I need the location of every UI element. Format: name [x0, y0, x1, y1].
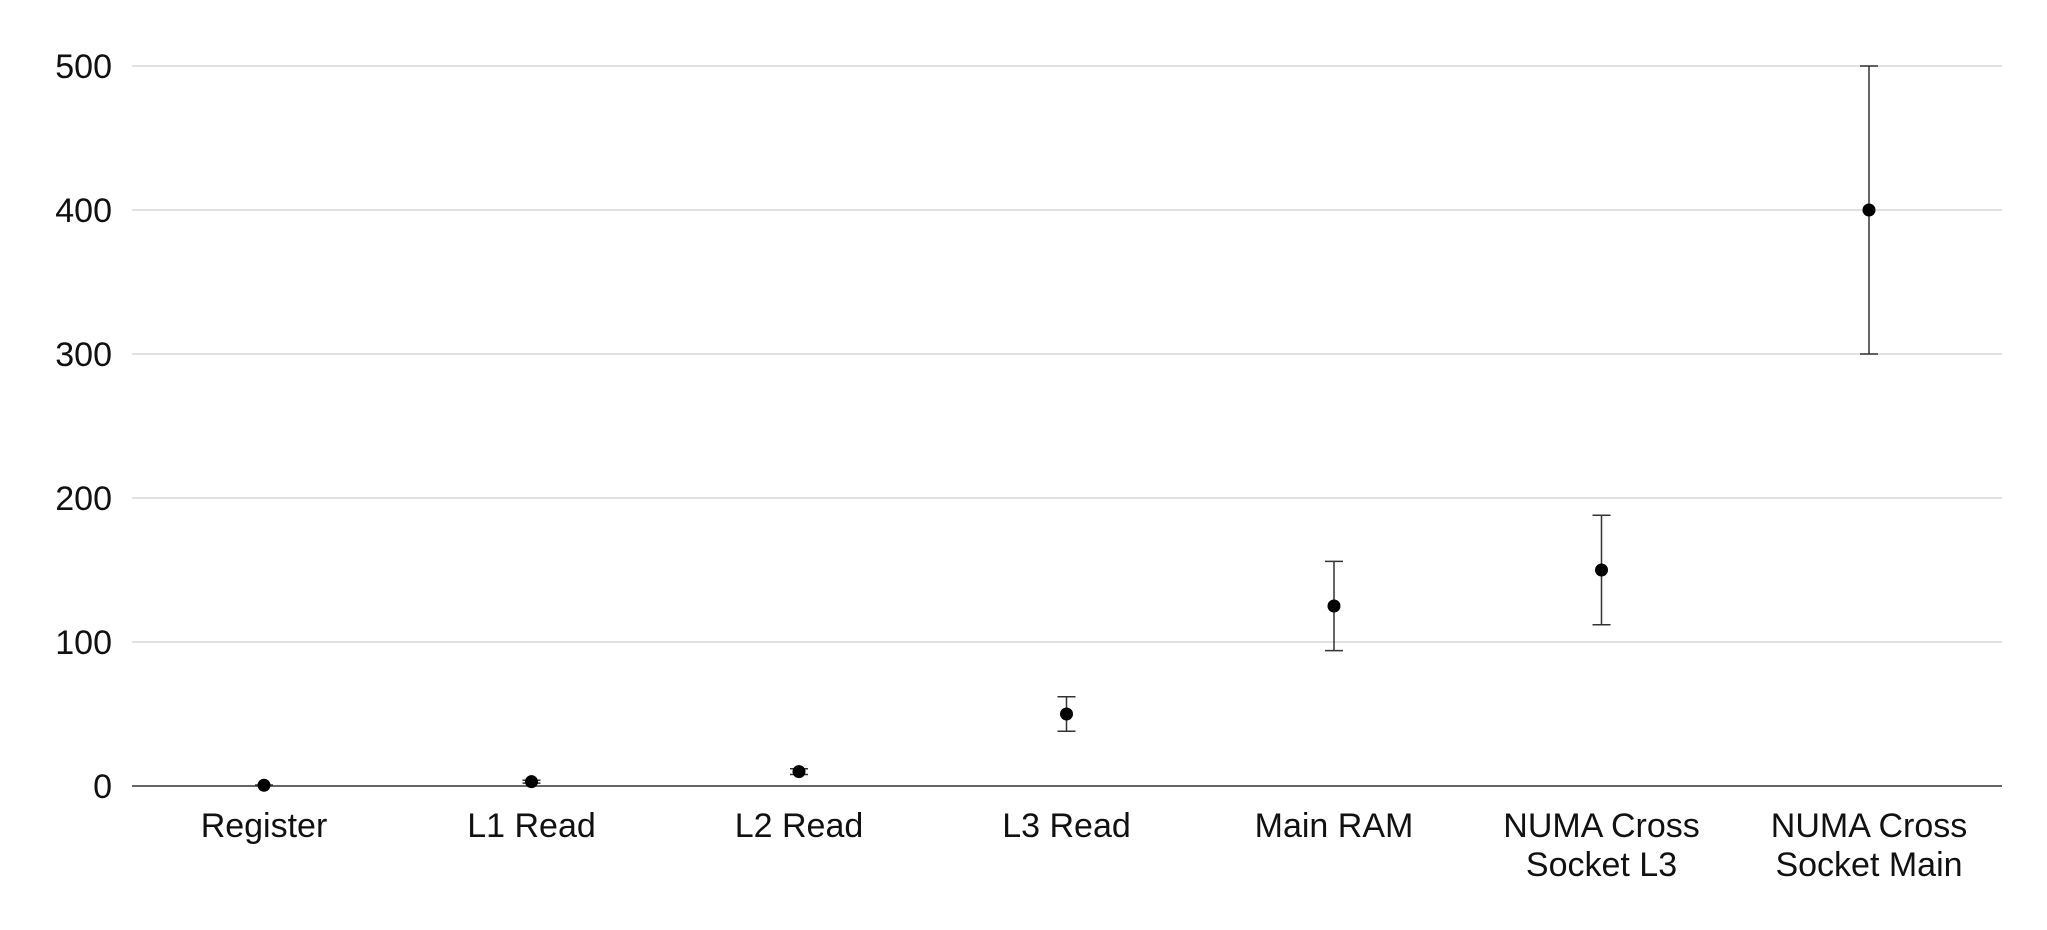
- x-category-label-line: L2 Read: [735, 807, 864, 845]
- data-point-4: [1328, 600, 1341, 613]
- x-category-label-line: Socket Main: [1775, 846, 1962, 884]
- x-category-label-line: Register: [201, 807, 328, 845]
- y-tick-label-300: 300: [55, 336, 112, 374]
- gridlines: [132, 66, 2002, 642]
- x-category-label-2: L2 Read: [735, 807, 864, 845]
- x-category-label-1: L1 Read: [467, 807, 596, 845]
- data-point-1: [525, 775, 538, 788]
- y-tick-label-500: 500: [55, 48, 112, 86]
- x-category-label-6: NUMA Cross Socket Main: [1771, 807, 1967, 884]
- x-category-label-0: Register: [201, 807, 328, 845]
- data-point-3: [1060, 708, 1073, 721]
- data-point-0: [258, 779, 271, 792]
- x-category-label-4: Main RAM: [1255, 807, 1414, 845]
- x-category-label-line: L1 Read: [467, 807, 596, 845]
- y-axis-tick-labels: 0 100 200 300 400 500: [55, 48, 112, 806]
- data-point-6: [1863, 204, 1876, 217]
- y-tick-label-200: 200: [55, 480, 112, 518]
- y-tick-label-400: 400: [55, 192, 112, 230]
- x-category-label-line: NUMA Cross: [1503, 807, 1699, 845]
- x-axis-category-labels: Register L1 Read L2 Read L3 Read Main RAM NUM…: [201, 807, 1968, 884]
- data-point-2: [793, 765, 806, 778]
- x-category-label-line: Main RAM: [1255, 807, 1414, 845]
- x-category-label-line: L3 Read: [1002, 807, 1131, 845]
- data-point-5: [1595, 564, 1608, 577]
- x-category-label-5: NUMA Cross Socket L3: [1503, 807, 1699, 884]
- x-category-label-3: L3 Read: [1002, 807, 1131, 845]
- y-tick-label-100: 100: [55, 624, 112, 662]
- x-category-label-line: NUMA Cross: [1771, 807, 1967, 845]
- x-category-label-line: Socket L3: [1526, 846, 1677, 884]
- error-bars: [255, 66, 1878, 786]
- y-tick-label-0: 0: [93, 768, 112, 806]
